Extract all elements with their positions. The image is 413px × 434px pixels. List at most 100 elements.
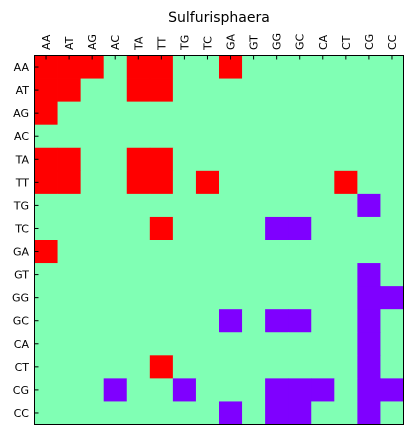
heatmap-cell-GA-CT [334, 240, 357, 263]
heatmap-cell-CC-GA [219, 401, 242, 424]
heatmap-cell-TA-AG [81, 148, 104, 171]
heatmap-cell-CC-TG [173, 401, 196, 424]
heatmap-cell-GA-CC [380, 240, 403, 263]
heatmap-cell-GA-TC [196, 240, 219, 263]
heatmap-cell-TA-TG [173, 148, 196, 171]
heatmap-cell-TT-TG [173, 171, 196, 194]
heatmap-cell-GA-AC [104, 240, 127, 263]
heatmap-cell-CT-TG [173, 355, 196, 378]
heatmap-cell-CC-CG [357, 401, 380, 424]
heatmap-cell-AG-GA [219, 102, 242, 125]
heatmap-cell-CT-GC [288, 355, 311, 378]
y-tick-label: CG [13, 384, 29, 397]
heatmap-cell-CC-CT [334, 401, 357, 424]
x-tick-label: GC [294, 33, 307, 50]
heatmap-cell-TT-GA [219, 171, 242, 194]
heatmap-cell-GC-CC [380, 309, 403, 332]
heatmap-cell-AG-TC [196, 102, 219, 125]
heatmap-cell-GG-TT [150, 286, 173, 309]
heatmap-cell-CG-GC [288, 378, 311, 401]
heatmap-cell-GA-AG [81, 240, 104, 263]
heatmap-cell-AT-GA [219, 79, 242, 102]
heatmap-cell-AG-TT [150, 102, 173, 125]
heatmap-cell-CC-GC [288, 401, 311, 424]
heatmap-cell-GT-GA [219, 263, 242, 286]
heatmap-cell-TG-CT [334, 194, 357, 217]
heatmap-cell-CA-AT [58, 332, 81, 355]
heatmap-cell-CG-GG [265, 378, 288, 401]
heatmap-cell-AC-TG [173, 125, 196, 148]
heatmap-cell-GG-AT [58, 286, 81, 309]
x-tick-label: GT [248, 35, 261, 50]
heatmap-cell-CG-GA [219, 378, 242, 401]
heatmap-cell-AT-TC [196, 79, 219, 102]
heatmap-cell-AG-CA [311, 102, 334, 125]
heatmap-cell-TG-GA [219, 194, 242, 217]
heatmap-cell-TA-TC [196, 148, 219, 171]
heatmap-cell-TA-GC [288, 148, 311, 171]
heatmap-cell-GT-TA [127, 263, 150, 286]
heatmap-cell-GC-AC [104, 309, 127, 332]
heatmap-cell-TG-CG [357, 194, 380, 217]
heatmap-cell-TC-TC [196, 217, 219, 240]
heatmap-cell-TA-CG [357, 148, 380, 171]
heatmap-cell-CC-CC [380, 401, 403, 424]
heatmap-cell-GG-TA [127, 286, 150, 309]
x-tick-label: AT [63, 36, 76, 50]
heatmap-cell-CT-CT [334, 355, 357, 378]
heatmap-cell-GA-CA [311, 240, 334, 263]
heatmap-cell-AC-GC [288, 125, 311, 148]
heatmap-cell-GG-TG [173, 286, 196, 309]
heatmap-cell-AT-CA [311, 79, 334, 102]
heatmap-cell-CT-CC [380, 355, 403, 378]
heatmap-cell-CG-TG [173, 378, 196, 401]
heatmap-cell-GG-CC [380, 286, 403, 309]
heatmap-cell-GC-TT [150, 309, 173, 332]
heatmap-cell-AT-AG [81, 79, 104, 102]
heatmap-cell-CC-TC [196, 401, 219, 424]
x-tick-label: TA [132, 36, 145, 51]
heatmap-cell-GG-CT [334, 286, 357, 309]
heatmap-cell-GC-GG [265, 309, 288, 332]
heatmap-cell-TG-AC [104, 194, 127, 217]
heatmap-cell-CA-TG [173, 332, 196, 355]
heatmap-cell-TG-GG [265, 194, 288, 217]
heatmap-cell-GC-AT [58, 309, 81, 332]
heatmap-cell-CT-CG [357, 355, 380, 378]
heatmap-cell-GT-TC [196, 263, 219, 286]
x-tick-label: GA [225, 33, 238, 50]
x-tick-label: TC [201, 36, 214, 51]
y-tick-label: TC [14, 222, 29, 235]
heatmap-cell-TT-CC [380, 171, 403, 194]
heatmap-cell-CC-CA [311, 401, 334, 424]
heatmap-cell-GA-TT [150, 240, 173, 263]
heatmap-cell-GT-TG [173, 263, 196, 286]
heatmap-cell-CG-AC [104, 378, 127, 401]
heatmap-cell-GT-CA [311, 263, 334, 286]
heatmap-cell-TT-GG [265, 171, 288, 194]
heatmap-cell-TC-AT [58, 217, 81, 240]
heatmap-cell-TT-TA [127, 171, 150, 194]
heatmap-cell-CG-CG [357, 378, 380, 401]
y-tick-label: AC [14, 130, 29, 143]
heatmap-cell-CG-TA [127, 378, 150, 401]
heatmap-cell-CA-CA [311, 332, 334, 355]
heatmap-cell-GT-AG [81, 263, 104, 286]
heatmap-cell-TC-AC [104, 217, 127, 240]
heatmap-cell-CA-TC [196, 332, 219, 355]
heatmap-cell-TG-TG [173, 194, 196, 217]
heatmap-cell-GC-GC [288, 309, 311, 332]
heatmap-cell-TA-GG [265, 148, 288, 171]
heatmap-cell-TA-CT [334, 148, 357, 171]
heatmap-cell-TC-CA [311, 217, 334, 240]
heatmap-cell-AT-GG [265, 79, 288, 102]
heatmap-cell-GG-GC [288, 286, 311, 309]
heatmap-cell-TT-AC [104, 171, 127, 194]
heatmap-cell-CT-CA [311, 355, 334, 378]
heatmap-cell-TC-AG [81, 217, 104, 240]
y-tick-label: CC [14, 407, 30, 420]
heatmap-cell-CC-AG [81, 401, 104, 424]
x-tick-label: TG [178, 35, 191, 51]
heatmap-cell-GT-GG [265, 263, 288, 286]
